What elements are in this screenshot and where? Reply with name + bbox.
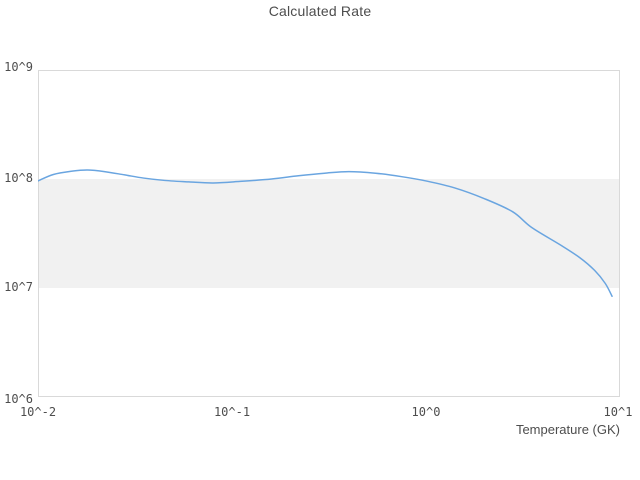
plot-area [38,70,620,397]
y-tick-label-1e9: 10^9 [4,60,33,74]
chart-title: Calculated Rate [268,3,372,19]
y-tick-label-1e7: 10^7 [4,280,33,294]
y-tick-label-1e6: 10^6 [4,392,33,406]
x-tick-label-1e-1: 10^-1 [213,405,251,419]
x-axis-title: Temperature (GK) [515,422,620,437]
plot-svg [38,70,620,397]
series-line-calculated-rate [38,169,613,297]
y-tick-label-1e8: 10^8 [4,171,33,185]
x-tick-label-1e0: 10^0 [411,405,441,419]
x-tick-label-1e-2: 10^-2 [19,405,57,419]
highlight-band [38,179,620,288]
plot-frame [38,70,620,397]
x-tick-label-1e1: 10^1 [603,405,633,419]
